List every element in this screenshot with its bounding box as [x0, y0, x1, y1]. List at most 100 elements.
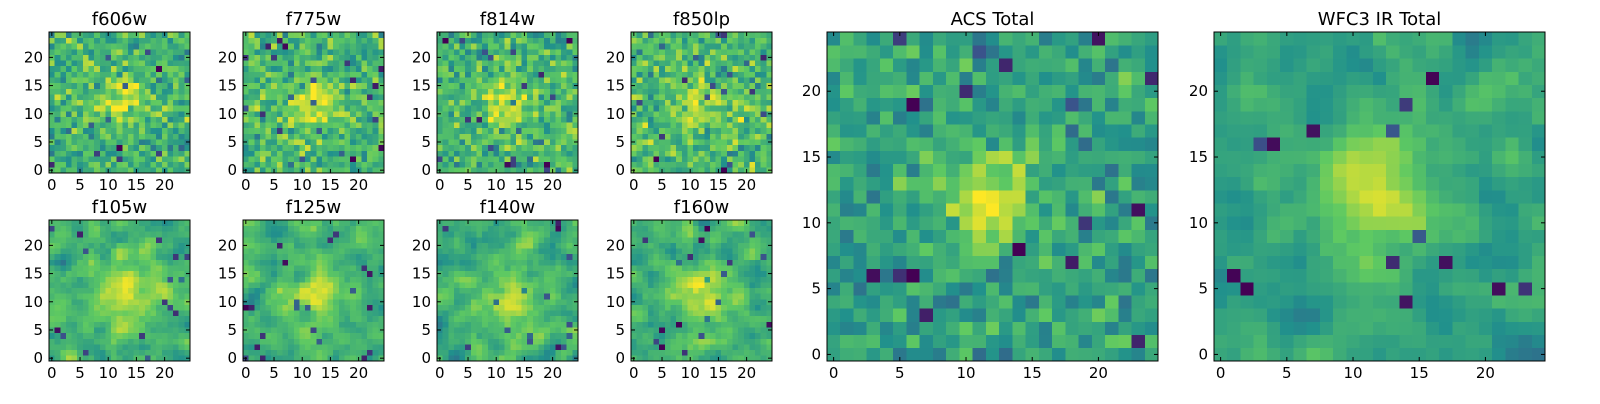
heatmap-cell: [55, 162, 61, 168]
heatmap-cell: [443, 243, 449, 249]
heatmap-cell: [539, 105, 545, 111]
heatmap-cell: [173, 38, 179, 44]
heatmap-cell: [567, 128, 573, 134]
heatmap-cell: [704, 117, 710, 123]
heatmap-cell: [744, 60, 750, 66]
heatmap-cell: [328, 94, 334, 100]
heatmap-cell: [339, 344, 345, 350]
heatmap-cell: [550, 145, 556, 151]
heatmap-cell: [333, 333, 339, 339]
heatmap-cell: [271, 83, 277, 89]
heatmap-cell: [693, 310, 699, 316]
heatmap-cell: [139, 248, 145, 254]
heatmap-cell: [322, 276, 328, 282]
heatmap-cell: [333, 32, 339, 38]
heatmap-cell: [55, 83, 61, 89]
heatmap-cell: [162, 49, 168, 55]
heatmap-cell: [356, 134, 362, 140]
heatmap-cell: [465, 338, 471, 344]
heatmap-cell: [544, 344, 550, 350]
heatmap-cell: [105, 66, 111, 72]
heatmap-cell: [361, 83, 367, 89]
heatmap-cell: [567, 344, 573, 350]
heatmap-cell: [522, 60, 528, 66]
heatmap-cell: [49, 333, 55, 339]
heatmap-cell: [356, 265, 362, 271]
heatmap-cell: [105, 38, 111, 44]
heatmap-cell: [100, 145, 106, 151]
heatmap-cell: [134, 316, 140, 322]
heatmap-cell: [637, 49, 643, 55]
heatmap-cell: [510, 248, 516, 254]
x-tick-label: 10: [99, 364, 118, 382]
heatmap-cell: [682, 350, 688, 356]
heatmap-cell: [738, 94, 744, 100]
heatmap-cell: [482, 355, 488, 361]
heatmap-cell: [288, 237, 294, 243]
heatmap-cell: [122, 111, 128, 117]
heatmap-cell: [488, 243, 494, 249]
heatmap-cell: [648, 293, 654, 299]
heatmap-cell: [162, 231, 168, 237]
heatmap-cell: [77, 237, 83, 243]
heatmap-cell: [145, 310, 151, 316]
heatmap-cell: [522, 145, 528, 151]
heatmap-cell: [60, 134, 66, 140]
heatmap-cell: [361, 43, 367, 49]
heatmap-cell: [471, 32, 477, 38]
heatmap-cell: [311, 271, 317, 277]
heatmap-cell: [117, 310, 123, 316]
heatmap-cell: [156, 128, 162, 134]
heatmap-cell: [755, 299, 761, 305]
heatmap-cell: [167, 333, 173, 339]
heatmap-cell: [572, 344, 578, 350]
heatmap-cell: [345, 226, 351, 232]
heatmap-cell: [454, 117, 460, 123]
heatmap-cell: [499, 32, 505, 38]
heatmap-cell: [367, 162, 373, 168]
heatmap-cell: [179, 94, 185, 100]
heatmap-cell: [637, 288, 643, 294]
x-tick-label: 15: [709, 176, 728, 194]
heatmap-cell: [266, 100, 272, 106]
heatmap-cell: [134, 322, 140, 328]
heatmap-cell: [299, 327, 305, 333]
heatmap-cell: [105, 226, 111, 232]
heatmap-cell: [733, 338, 739, 344]
heatmap-cell: [738, 305, 744, 311]
heatmap-cell: [311, 139, 317, 145]
heatmap-cell: [288, 265, 294, 271]
heatmap-cell: [516, 122, 522, 128]
heatmap-cell: [749, 94, 755, 100]
heatmap-cell: [499, 66, 505, 72]
heatmap-cell: [361, 254, 367, 260]
heatmap-cell: [156, 265, 162, 271]
heatmap-cell: [345, 122, 351, 128]
heatmap-cell: [539, 38, 545, 44]
heatmap-cell: [637, 38, 643, 44]
heatmap-cell: [648, 344, 654, 350]
heatmap-cell: [710, 288, 716, 294]
heatmap-cell: [648, 316, 654, 322]
heatmap-cell: [83, 243, 89, 249]
heatmap-cell: [654, 288, 660, 294]
heatmap-cell: [676, 162, 682, 168]
heatmap-cell: [550, 55, 556, 61]
heatmap-cell: [134, 105, 140, 111]
heatmap-cell: [350, 43, 356, 49]
heatmap-cell: [437, 310, 443, 316]
heatmap-cell: [72, 94, 78, 100]
heatmap-cell: [156, 94, 162, 100]
heatmap-cell: [288, 117, 294, 123]
heatmap-cell: [493, 60, 499, 66]
heatmap-cell: [738, 350, 744, 356]
heatmap-cell: [561, 156, 567, 162]
heatmap-cell: [83, 248, 89, 254]
heatmap-cell: [361, 150, 367, 156]
heatmap-cell: [299, 226, 305, 232]
heatmap-cell: [305, 150, 311, 156]
heatmap-cell: [687, 299, 693, 305]
heatmap-cell: [117, 32, 123, 38]
heatmap-cell: [665, 49, 671, 55]
heatmap-cell: [316, 299, 322, 305]
